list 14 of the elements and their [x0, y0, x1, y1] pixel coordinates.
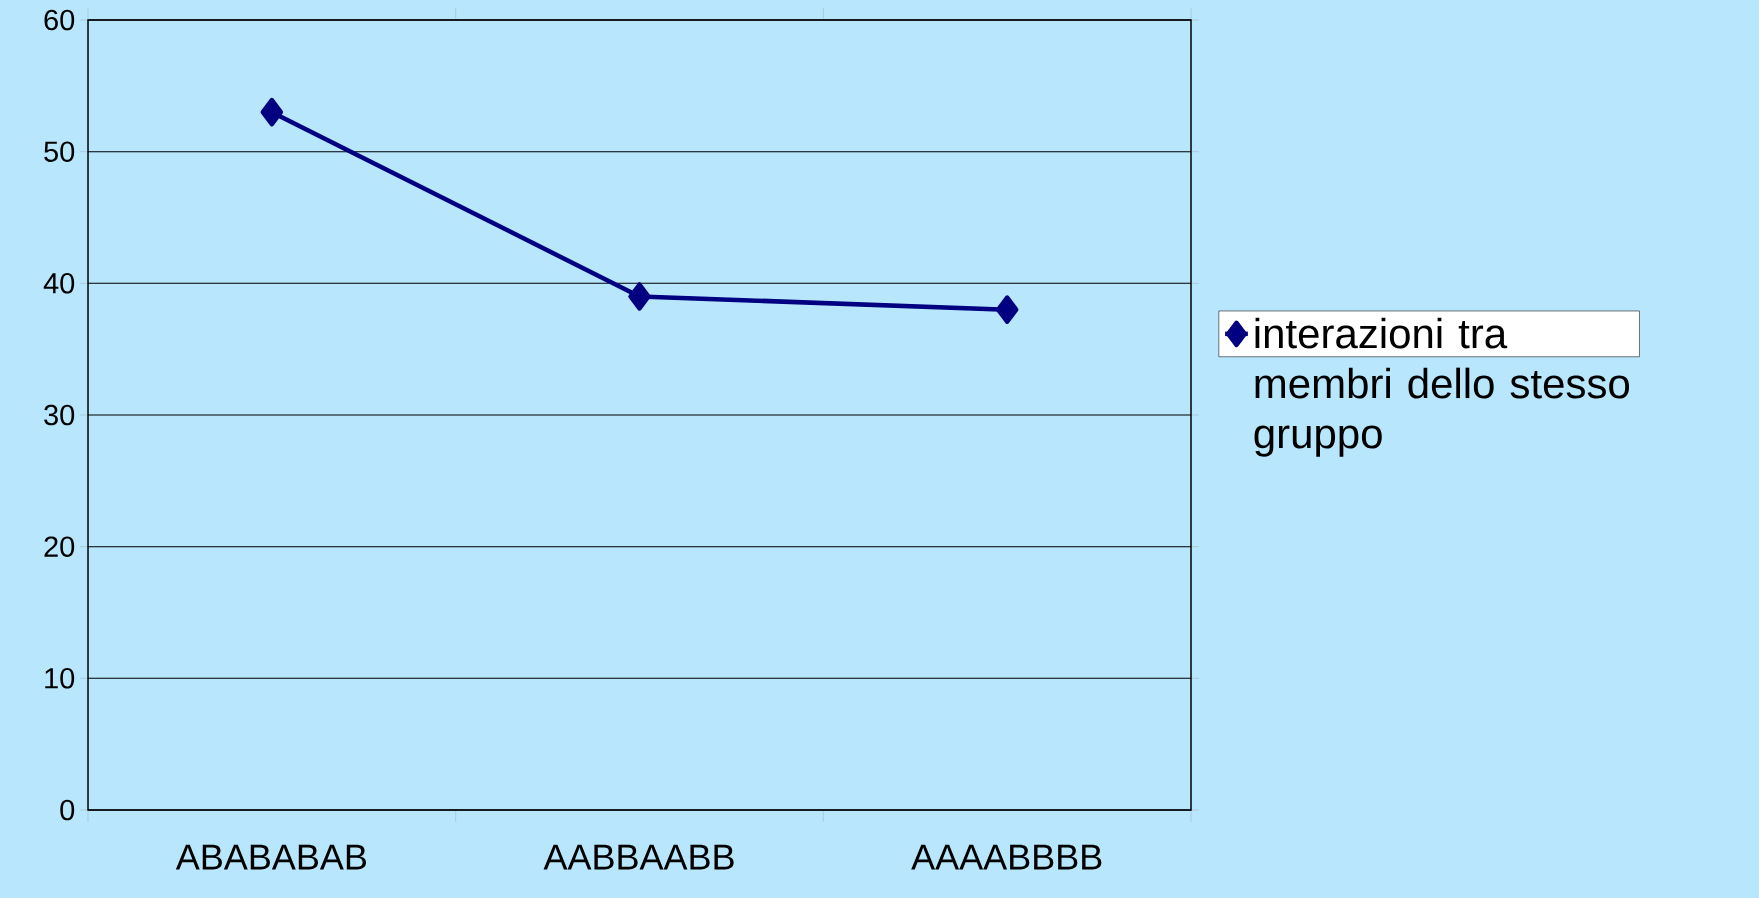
point — [995, 295, 1019, 324]
y-tick-label: 40 — [43, 273, 75, 294]
y-tick-label: 0 — [60, 799, 75, 821]
y-tick-label: 10 — [45, 668, 75, 689]
x-tick-label: ABABABAB — [175, 844, 366, 870]
x-tick-label: AABBAABB — [543, 844, 734, 870]
y-tick-label: 60 — [44, 9, 75, 31]
legend-label: interazioni tra membri dello stesso gruppo — [1254, 317, 1630, 457]
point — [260, 97, 284, 127]
x-tick-label: AAAABBBB — [911, 844, 1102, 870]
y-tick-label: 30 — [44, 404, 75, 426]
point — [628, 282, 651, 311]
y-tick-label: 50 — [44, 141, 75, 162]
y-tick-label: 20 — [44, 536, 75, 557]
